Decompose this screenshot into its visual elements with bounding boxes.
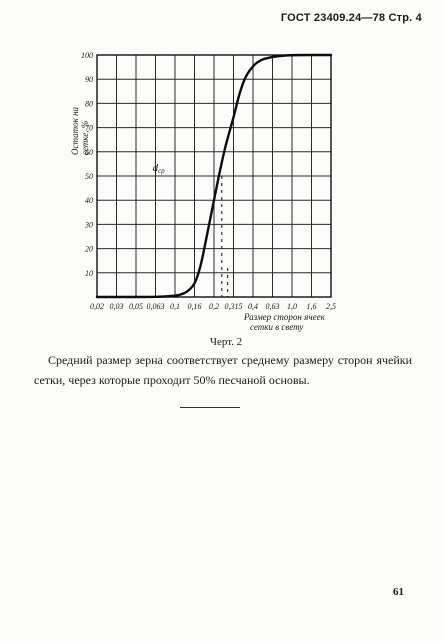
median-annotation-symbol: d [153, 162, 159, 174]
y-axis-label-line: Остаток на [70, 106, 80, 155]
x-tick-label: 0,4 [248, 302, 258, 311]
y-tick-label: 100 [81, 51, 93, 60]
y-axis-label-line: сетке, % [80, 121, 90, 155]
x-tick-label: 0,2 [209, 302, 219, 311]
x-tick-label: 0,315 [225, 302, 243, 311]
x-tick-label: 2,5 [326, 302, 336, 311]
y-tick-label: 50 [85, 172, 93, 181]
y-tick-label: 40 [85, 196, 93, 205]
y-tick-label: 20 [85, 245, 93, 254]
chart-axis-labels: Остаток насетке, %Размер сторон ячеек сет… [70, 106, 326, 332]
section-divider [180, 407, 240, 408]
page-header: ГОСТ 23409.24—78 Стр. 4 [280, 12, 422, 24]
figure-caption: Черт. 2 [209, 336, 243, 348]
median-annotation-subscript: ср [158, 167, 165, 175]
y-tick-label: 60 [85, 148, 93, 157]
chart-series [95, 53, 333, 299]
chart-markers [221, 176, 229, 297]
chart-frame [96, 54, 332, 298]
x-tick-label: 1,6 [307, 302, 317, 311]
x-axis-label: Размер сторон ячеек сетки в свету [243, 312, 326, 332]
median-annotation: dср [153, 162, 166, 175]
page-number: 61 [393, 586, 404, 598]
x-axis-label-line: Размер сторон ячеек [243, 312, 326, 322]
sieve-residue-chart: 0,02 0,03 0,05 0,063 0,1 0,16 0,2 0,315 0,4 0,63 1… [70, 51, 336, 332]
x-tick-label: 0,05 [129, 302, 143, 311]
y-tick-label: 90 [85, 75, 93, 84]
cumulative-curve-line [95, 53, 333, 299]
x-tick-label: 0,16 [188, 302, 202, 311]
y-tick-label: 30 [84, 220, 93, 229]
x-axis-label-line: сетки в свету [250, 322, 303, 332]
x-tick-label: 0,1 [170, 302, 180, 311]
chart-tick-labels: 0,02 0,03 0,05 0,063 0,1 0,16 0,2 0,315 0,4 0,63 1… [81, 51, 336, 311]
body-paragraph: Средний размер зерна соответствует средн… [34, 353, 412, 387]
x-tick-label: 1,0 [287, 302, 297, 311]
y-axis-label: Остаток насетке, % [70, 106, 90, 155]
x-tick-label: 0,63 [266, 302, 280, 311]
y-tick-label: 80 [85, 99, 93, 108]
x-tick-label: 0,03 [110, 302, 124, 311]
chart-grid [96, 54, 332, 298]
y-tick-label: 10 [85, 269, 93, 278]
y-tick-label: 70 [85, 124, 93, 133]
x-tick-label: 0,063 [147, 302, 165, 311]
x-tick-label: 0,02 [90, 302, 104, 311]
